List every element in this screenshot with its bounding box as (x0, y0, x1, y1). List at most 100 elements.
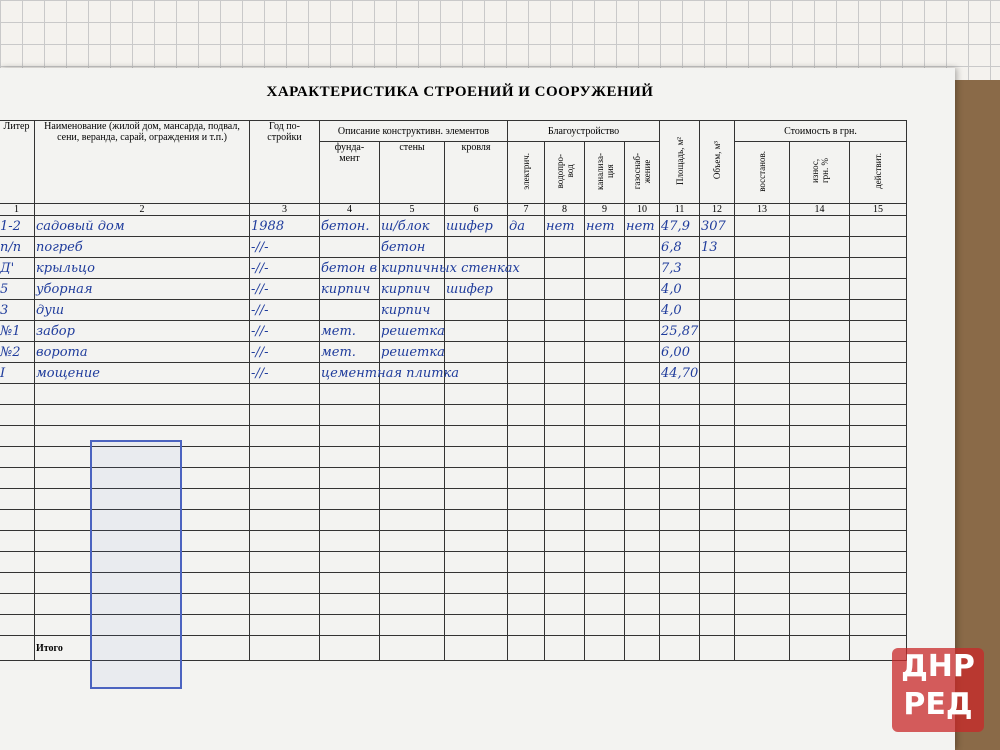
table-cell (584, 593, 625, 615)
table-cell (379, 404, 445, 426)
table-cell (379, 614, 445, 636)
table-cell (544, 551, 585, 573)
table-cell (584, 341, 625, 363)
header-text: восстанов. (757, 150, 768, 192)
handwritten-cell: 25,87 (659, 320, 701, 342)
table-cell (734, 299, 791, 321)
table-cell (849, 446, 908, 468)
table-cell (319, 488, 380, 510)
table-cell (789, 509, 851, 531)
table-cell (319, 467, 380, 489)
table-cell (379, 572, 445, 594)
table-cell (789, 446, 851, 468)
handwritten-cell: нет (584, 215, 625, 237)
table-row: Д' крыльцо -//- бетон в кирпичных стенках 7,… (0, 257, 908, 279)
table-row: п/п погреб -//- бетон 6,8 13 (0, 236, 908, 258)
handwritten-cell: погреб (34, 236, 250, 258)
table-cell (584, 404, 625, 426)
table-cell (734, 425, 791, 447)
table-cell (319, 509, 380, 531)
header-text: Объем, м³ (712, 141, 723, 180)
table-cell (699, 467, 736, 489)
table-cell (584, 299, 625, 321)
table-cell (444, 572, 508, 594)
table-cell (849, 488, 908, 510)
table-cell (507, 530, 545, 552)
column-number: 13 (734, 203, 791, 216)
header-text: действит. (873, 153, 884, 189)
table-row: 5 уборная -//- кирпич кирпич шифер 4,0 (0, 278, 908, 300)
column-number: 9 (584, 203, 625, 216)
table-cell (0, 425, 35, 447)
table-cell (444, 551, 508, 573)
handwritten-cell: кирпич (379, 278, 445, 300)
table-cell (623, 362, 661, 384)
table-cell (249, 404, 320, 426)
handwritten-cell: кирпич (319, 278, 380, 300)
table-cell (379, 467, 445, 489)
table-cell (849, 341, 908, 363)
handwritten-cell: 1988 (249, 215, 320, 237)
stamp (90, 440, 182, 689)
handwritten-cell: шифер (444, 215, 508, 237)
table-cell (659, 635, 701, 661)
table-row (0, 425, 908, 447)
table-cell (584, 488, 625, 510)
table-cell (734, 614, 791, 636)
table-cell (0, 467, 35, 489)
table-cell (699, 404, 736, 426)
handwritten-cell: бетон (379, 236, 445, 258)
column-number: 4 (319, 203, 380, 216)
table-cell (849, 593, 908, 615)
table-cell (734, 572, 791, 594)
table-cell (699, 299, 736, 321)
table-cell (0, 488, 35, 510)
table-cell (319, 236, 380, 258)
handwritten-cell: ш/блок (379, 215, 445, 237)
table-cell (699, 614, 736, 636)
table-cell (789, 488, 851, 510)
table-cell (849, 614, 908, 636)
table-cell (319, 635, 380, 661)
table-cell (789, 236, 851, 258)
table-cell (544, 425, 585, 447)
header-cell: Наименование (жилой дом, мансарда, подва… (34, 120, 250, 204)
table-row (0, 593, 908, 615)
table-cell (849, 509, 908, 531)
column-number: 8 (544, 203, 585, 216)
table-cell (623, 551, 661, 573)
table-cell (623, 425, 661, 447)
table-cell (699, 551, 736, 573)
table-cell (584, 614, 625, 636)
table-cell (659, 383, 701, 405)
table-cell (659, 467, 701, 489)
table-cell (584, 551, 625, 573)
table-cell (544, 614, 585, 636)
handwritten-cell: да (507, 215, 545, 237)
table-cell (789, 572, 851, 594)
table-cell (544, 572, 585, 594)
table-cell (789, 278, 851, 300)
table-cell (849, 299, 908, 321)
table-cell (379, 509, 445, 531)
table-cell (659, 446, 701, 468)
table-cell (849, 404, 908, 426)
table-cell (623, 341, 661, 363)
table-cell (584, 383, 625, 405)
header-text: водопро- вод (554, 153, 575, 189)
table-cell (734, 593, 791, 615)
table-cell (507, 341, 545, 363)
handwritten-cell: крыльцо (34, 257, 250, 279)
form-title: ХАРАКТЕРИСТИКА СТРОЕНИЙ И СООРУЖЕНИЙ (266, 84, 654, 100)
table-cell (507, 299, 545, 321)
header-text: канализа- ция (594, 152, 615, 190)
table-cell (0, 593, 35, 615)
table-cell (584, 530, 625, 552)
table-cell (444, 488, 508, 510)
table-cell (507, 593, 545, 615)
table-cell (544, 635, 585, 661)
header-cell: Объем, м³ (699, 120, 736, 204)
handwritten-cell: душ (34, 299, 250, 321)
table-cell (584, 572, 625, 594)
handwritten-cell: мет. (319, 341, 380, 363)
